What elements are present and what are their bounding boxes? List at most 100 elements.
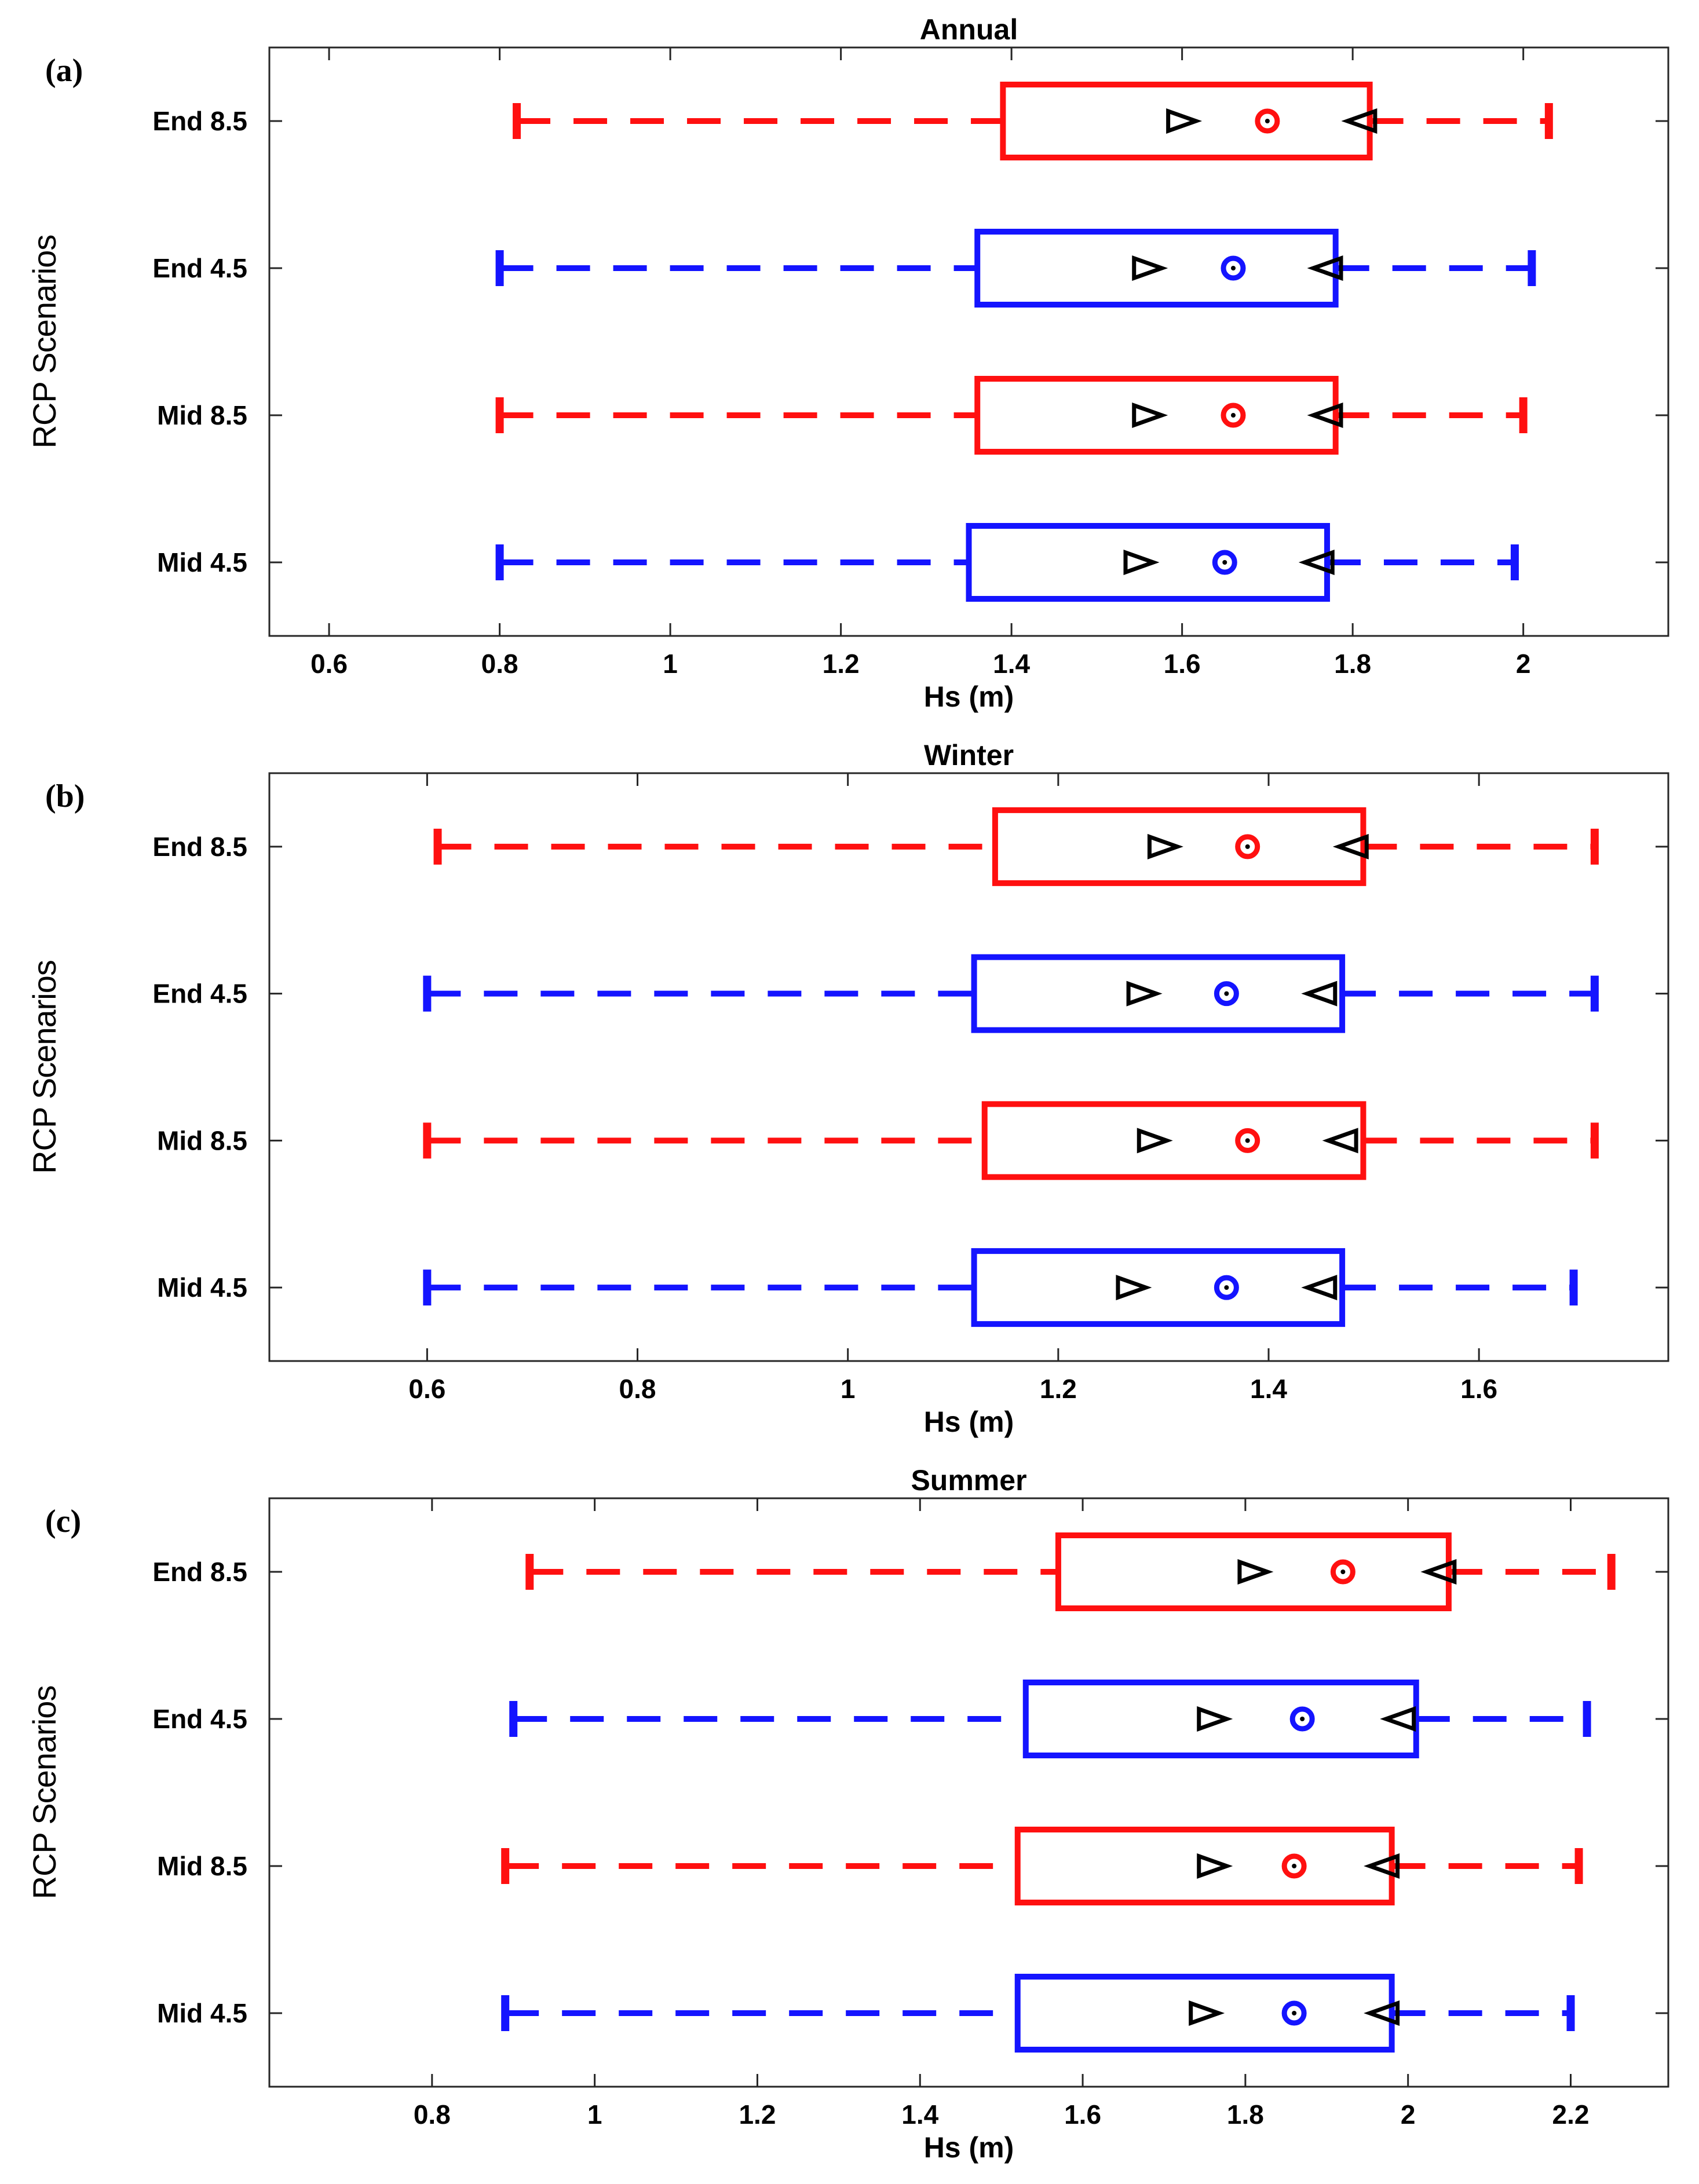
notch-marker-high bbox=[1380, 1706, 1416, 1732]
box-mid-45: Mid 4.5 bbox=[157, 523, 1668, 602]
chart-panel-winter: Winter (b) RCP Scenarios 0.6 0.8 1 1.2 1.4 1.6 Hs… bbox=[26, 739, 1669, 1438]
median-dot bbox=[1292, 1864, 1297, 1868]
x-axis-label: Hs (m) bbox=[924, 2131, 1014, 2164]
category-label: End 4.5 bbox=[152, 253, 247, 283]
notch-marker-low bbox=[1123, 550, 1160, 575]
box-mid-85: Mid 8.5 bbox=[157, 1101, 1668, 1180]
x-tick-label: 1.2 bbox=[1040, 1374, 1077, 1404]
iqr-box bbox=[971, 1248, 1346, 1327]
notch-marker-low bbox=[1126, 981, 1163, 1007]
panel-label: (a) bbox=[45, 53, 83, 89]
x-tick-label: 2 bbox=[1401, 2099, 1416, 2130]
box-end-45: End 4.5 bbox=[152, 1680, 1668, 1758]
notch-marker-high bbox=[1341, 108, 1378, 134]
median-dot bbox=[1265, 119, 1270, 123]
notch-marker-low bbox=[1137, 1128, 1173, 1154]
notch-marker-low bbox=[1197, 1706, 1233, 1732]
panel-label: (b) bbox=[45, 778, 85, 814]
notch-marker-high bbox=[1307, 255, 1343, 281]
x-tick-label: 1.6 bbox=[1460, 1374, 1497, 1404]
axes-frame bbox=[268, 772, 1669, 1362]
median-dot bbox=[1230, 266, 1236, 270]
x-tick-label: 1.2 bbox=[823, 649, 860, 679]
chart-panel-annual: Annual (a) RCP Scenarios 0.6 0.8 1 1.2 1.4 1.6 1.… bbox=[26, 13, 1669, 713]
notch-marker-high bbox=[1301, 981, 1338, 1007]
notch-marker-low bbox=[1116, 1275, 1152, 1301]
y-axis-label: RCP Scenarios bbox=[26, 1686, 63, 1900]
x-tick-label: 0.6 bbox=[310, 649, 348, 679]
chart-title: Winter bbox=[924, 739, 1014, 771]
notch-marker-low bbox=[1132, 403, 1168, 428]
box-end-45: End 4.5 bbox=[152, 229, 1668, 308]
box-end-85: End 8.5 bbox=[152, 1532, 1668, 1611]
category-label: Mid 4.5 bbox=[157, 1272, 247, 1303]
x-tick-label: 1.2 bbox=[739, 2099, 776, 2130]
notch-marker-low bbox=[1197, 1853, 1233, 1879]
median-dot bbox=[1340, 1570, 1346, 1574]
box-mid-45: Mid 4.5 bbox=[157, 1248, 1668, 1327]
median-dot bbox=[1300, 1717, 1305, 1721]
chart-title: Annual bbox=[920, 13, 1018, 46]
median-dot bbox=[1245, 844, 1250, 849]
category-label: Mid 4.5 bbox=[157, 547, 247, 577]
box-end-45: End 4.5 bbox=[152, 954, 1668, 1033]
x-tick-label: 1.4 bbox=[901, 2099, 938, 2130]
box-mid-45: Mid 4.5 bbox=[157, 1974, 1668, 2053]
median-dot bbox=[1245, 1138, 1250, 1143]
y-axis-label: RCP Scenarios bbox=[26, 960, 63, 1174]
median-dot bbox=[1230, 413, 1236, 418]
x-tick-label: 2 bbox=[1516, 649, 1531, 679]
median-dot bbox=[1292, 2011, 1297, 2015]
notch-marker-low bbox=[1189, 2000, 1225, 2026]
chart-title: Summer bbox=[911, 1464, 1026, 1497]
box-end-85: End 8.5 bbox=[152, 82, 1668, 160]
box-mid-85: Mid 8.5 bbox=[157, 1827, 1668, 1905]
notch-marker-low bbox=[1237, 1559, 1274, 1585]
notch-marker-low bbox=[1147, 833, 1183, 859]
category-label: End 8.5 bbox=[152, 1557, 247, 1587]
notch-marker-high bbox=[1332, 833, 1369, 859]
x-tick-label: 0.8 bbox=[619, 1374, 656, 1404]
x-tick-label: 1.8 bbox=[1334, 649, 1371, 679]
median-dot bbox=[1222, 560, 1227, 565]
notch-marker-high bbox=[1364, 2000, 1400, 2026]
chart-panel-summer: Summer (c) RCP Scenarios 0.8 1 1.2 1.4 1.6 1.8 2 2… bbox=[26, 1464, 1669, 2164]
category-label: Mid 4.5 bbox=[157, 1998, 247, 2028]
y-axis-label: RCP Scenarios bbox=[26, 235, 63, 449]
x-tick-label: 1 bbox=[841, 1374, 856, 1404]
box-mid-85: Mid 8.5 bbox=[157, 376, 1668, 455]
notch-marker-high bbox=[1364, 1853, 1400, 1879]
box-end-85: End 8.5 bbox=[152, 807, 1668, 886]
iqr-box bbox=[1000, 82, 1373, 160]
x-tick-label: 1.4 bbox=[1250, 1374, 1287, 1404]
notch-marker-high bbox=[1301, 1275, 1338, 1301]
median-dot bbox=[1224, 991, 1229, 996]
category-label: Mid 8.5 bbox=[157, 1851, 247, 1881]
x-tick-label: 1 bbox=[663, 649, 678, 679]
x-tick-label: 1.4 bbox=[993, 649, 1030, 679]
axes-frame bbox=[268, 46, 1669, 637]
notch-marker-high bbox=[1420, 1559, 1457, 1585]
iqr-box bbox=[981, 1101, 1366, 1180]
iqr-box bbox=[1014, 1974, 1395, 2053]
x-tick-label: 1.8 bbox=[1227, 2099, 1264, 2130]
x-tick-label: 0.6 bbox=[408, 1374, 445, 1404]
category-label: End 8.5 bbox=[152, 832, 247, 862]
x-tick-label: 1.6 bbox=[1064, 2099, 1101, 2130]
iqr-box bbox=[992, 807, 1366, 886]
x-tick-label: 1 bbox=[587, 2099, 602, 2130]
axes-frame bbox=[268, 1497, 1669, 2088]
x-tick-label: 1.6 bbox=[1164, 649, 1201, 679]
notch-marker-high bbox=[1322, 1128, 1358, 1154]
x-tick-label: 0.8 bbox=[414, 2099, 451, 2130]
category-label: Mid 8.5 bbox=[157, 1125, 247, 1155]
category-label: Mid 8.5 bbox=[157, 400, 247, 430]
x-tick-label: 0.8 bbox=[481, 649, 518, 679]
x-axis-label: Hs (m) bbox=[924, 681, 1014, 713]
category-label: End 8.5 bbox=[152, 106, 247, 136]
notch-marker-low bbox=[1132, 255, 1168, 281]
category-label: End 4.5 bbox=[152, 979, 247, 1009]
x-axis-label: Hs (m) bbox=[924, 1406, 1014, 1438]
iqr-box bbox=[1014, 1827, 1395, 1905]
